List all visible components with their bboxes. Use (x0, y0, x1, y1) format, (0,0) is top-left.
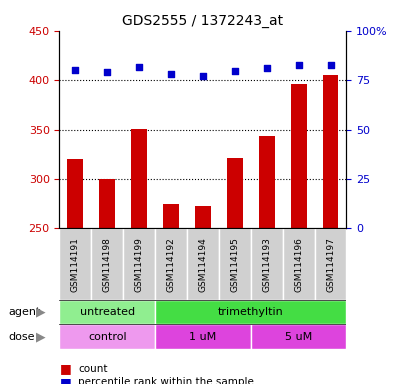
Point (135, 64, 142, 70)
Bar (59, 324, 155, 349)
Text: percentile rank within the sample: percentile rank within the sample (78, 377, 253, 384)
Bar (123, 228, 155, 300)
Bar (322, 75, 338, 228)
Point (199, 73, 206, 79)
Text: 5 uM: 5 uM (284, 332, 312, 342)
Text: GSM114198: GSM114198 (103, 237, 112, 292)
Bar (91, 228, 123, 300)
Bar (187, 228, 218, 300)
Bar (59, 300, 155, 324)
Text: dose: dose (8, 332, 35, 342)
Bar (314, 228, 346, 300)
Point (231, 68, 238, 74)
Bar (155, 324, 250, 349)
Text: untreated: untreated (79, 307, 135, 317)
Bar (250, 324, 346, 349)
Text: GSM114194: GSM114194 (198, 237, 207, 292)
Point (294, 62, 301, 68)
Bar (250, 228, 282, 300)
Bar (226, 158, 242, 228)
Text: count: count (78, 364, 107, 374)
Bar (195, 206, 210, 228)
Text: GSM114192: GSM114192 (166, 237, 175, 292)
Bar (99, 179, 115, 228)
Bar (290, 84, 306, 228)
Point (326, 62, 333, 68)
Bar (163, 204, 179, 228)
Text: ■: ■ (59, 362, 71, 375)
Point (72, 67, 79, 73)
Text: trimethyltin: trimethyltin (217, 307, 283, 317)
Text: ▶: ▶ (36, 306, 46, 318)
Bar (59, 228, 91, 300)
Title: GDS2555 / 1372243_at: GDS2555 / 1372243_at (122, 14, 283, 28)
Text: ▶: ▶ (36, 331, 46, 343)
Text: GSM114196: GSM114196 (293, 237, 302, 292)
Point (104, 69, 110, 75)
Bar (155, 300, 346, 324)
Bar (131, 129, 147, 228)
Bar (282, 228, 314, 300)
Bar (218, 228, 250, 300)
Text: GSM114191: GSM114191 (71, 237, 80, 292)
Text: agent: agent (8, 307, 40, 317)
Point (263, 65, 270, 71)
Text: 1 uM: 1 uM (189, 332, 216, 342)
Text: GSM114193: GSM114193 (262, 237, 271, 292)
Bar (67, 159, 83, 228)
Bar (258, 136, 274, 228)
Text: ■: ■ (59, 376, 71, 384)
Text: GSM114197: GSM114197 (325, 237, 334, 292)
Text: control: control (88, 332, 126, 342)
Point (167, 71, 174, 77)
Bar (155, 228, 187, 300)
Text: GSM114195: GSM114195 (230, 237, 239, 292)
Text: GSM114199: GSM114199 (134, 237, 143, 292)
